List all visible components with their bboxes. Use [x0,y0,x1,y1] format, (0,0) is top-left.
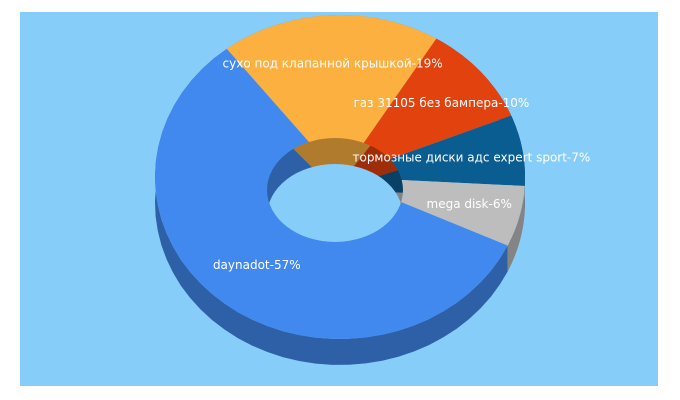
slice-label: mega disk-6% [427,197,512,211]
slice [226,15,437,177]
hole-wall [272,138,389,190]
slice-label: daynadot-57% [213,258,301,272]
slice-label: газ 31105 без бампера-10% [353,96,529,110]
slice-label: сухо под клапанной крышкой-19% [223,56,443,70]
slice-label: тормозные диски адс expert sport-7% [352,151,590,165]
slice-side [507,186,525,272]
slice [340,38,512,178]
hole-floor [267,164,403,242]
